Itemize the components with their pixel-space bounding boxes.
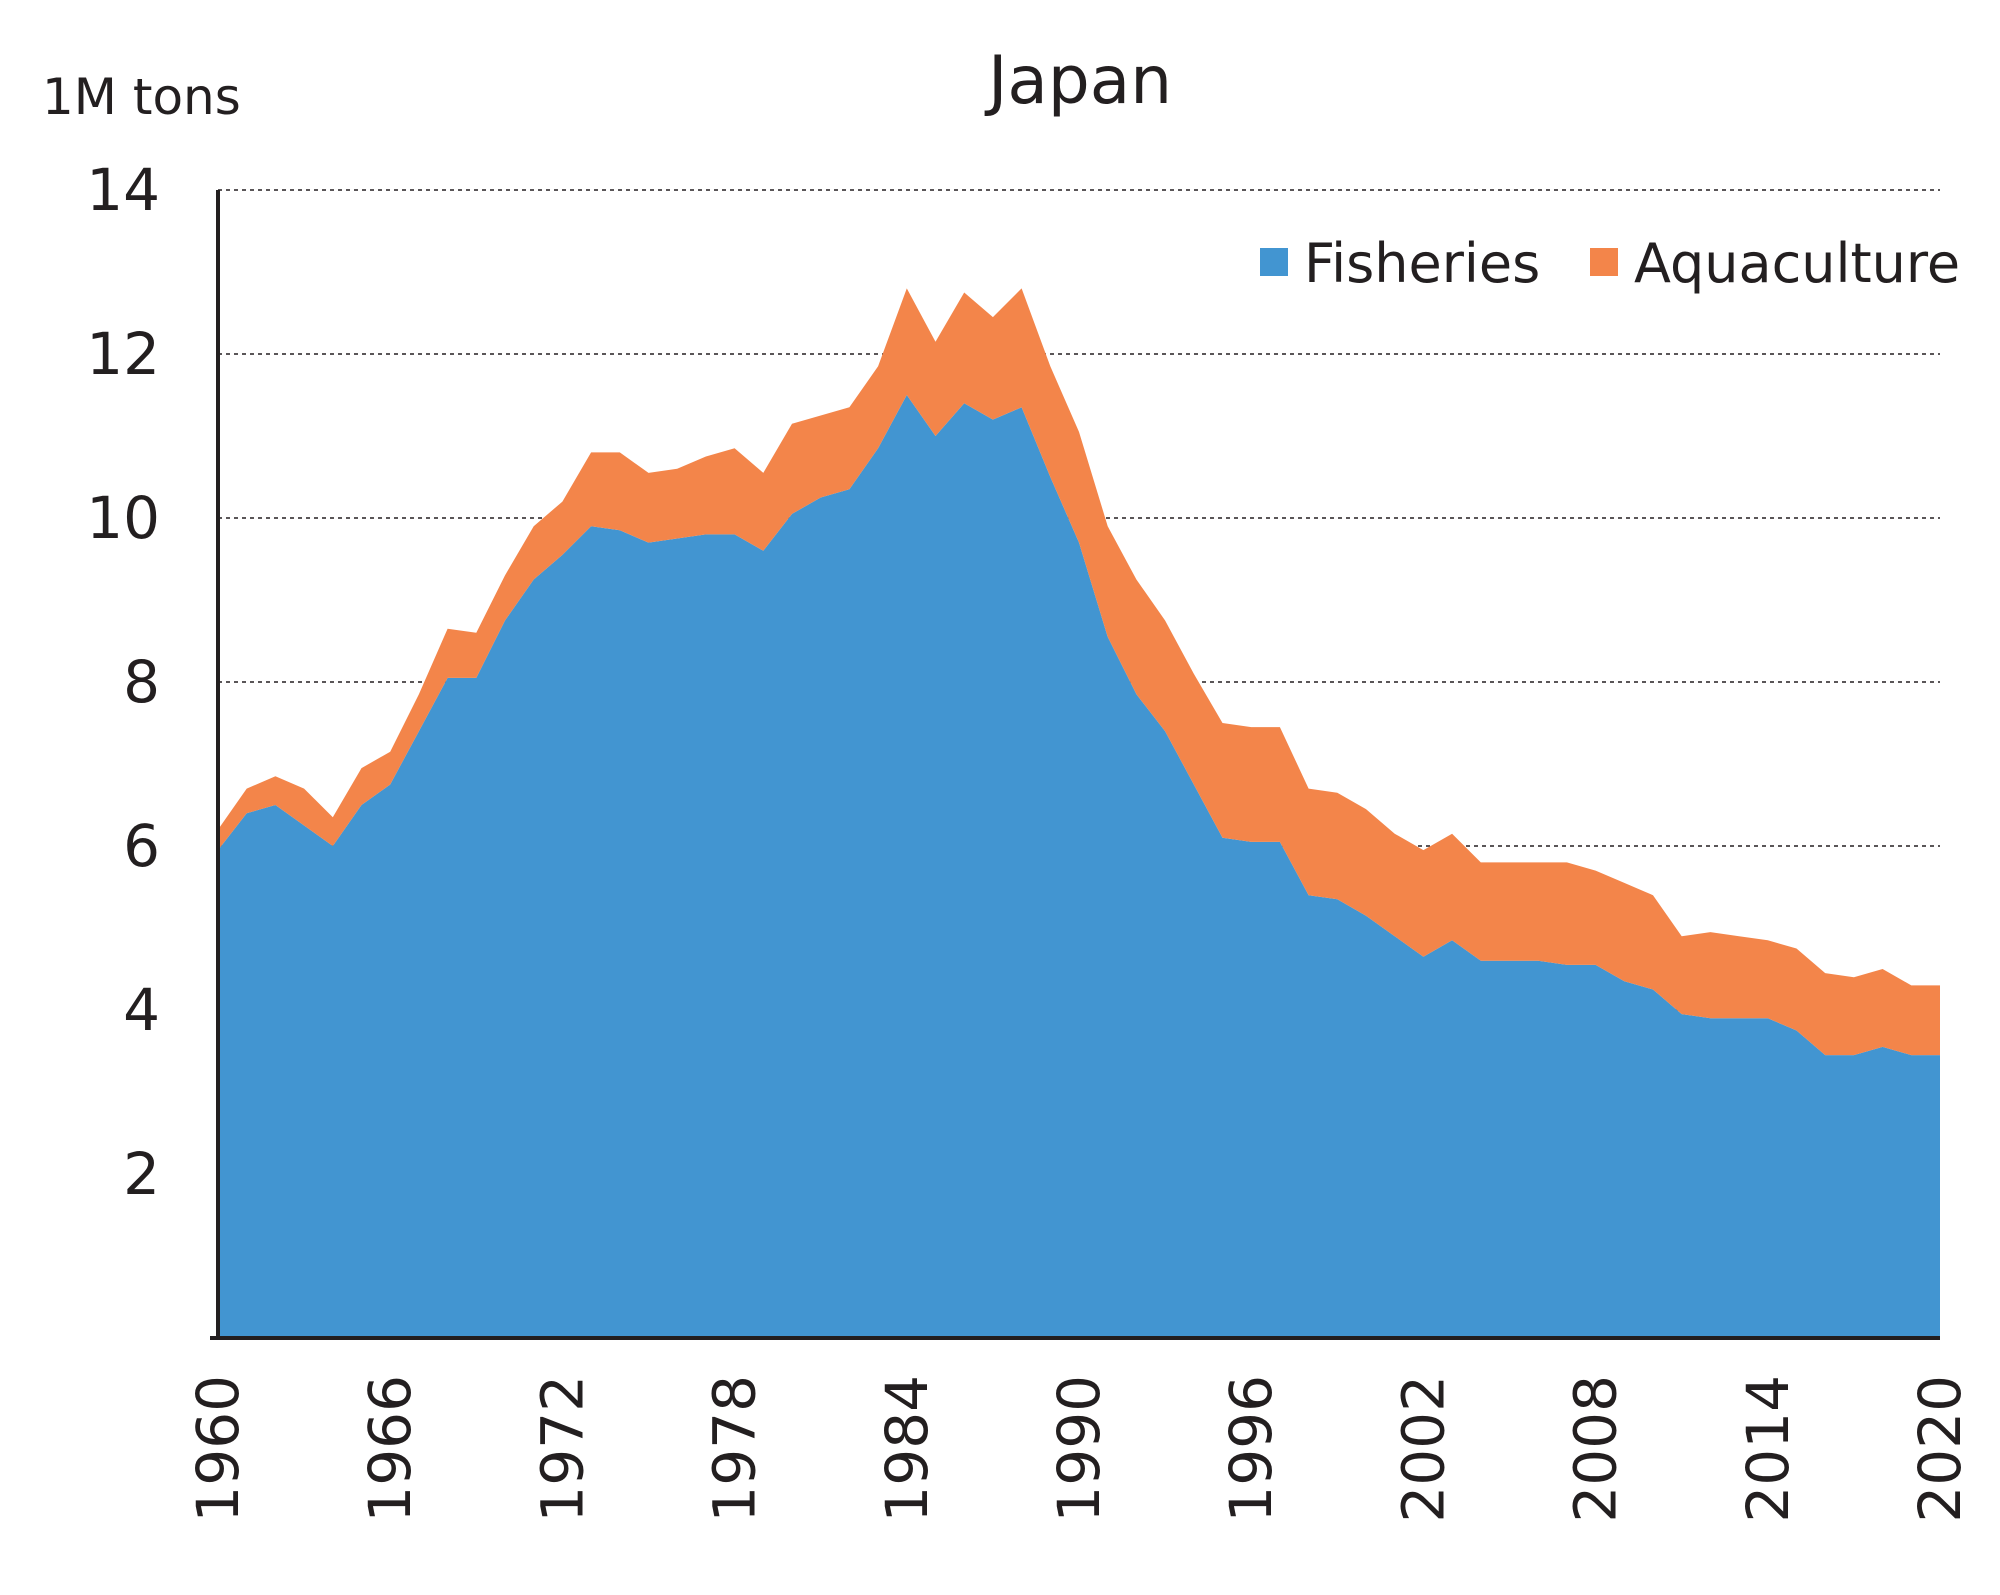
legend: Fisheries Aquaculture [1260,232,1960,295]
x-tick-label-1960: 1960 [184,1375,252,1523]
y-axis-unit-label: 1M tons [42,68,241,126]
y-tick-labels: 2 4 6 8 10 12 14 [86,156,160,1208]
x-tick-label-2014: 2014 [1734,1375,1802,1523]
y-tick-label-12: 12 [86,320,160,388]
area-aquaculture [218,288,1940,1056]
y-tick-label-4: 4 [123,976,160,1044]
legend-label-fisheries: Fisheries [1304,232,1540,295]
y-tick-label-6: 6 [123,812,160,880]
x-tick-label-2002: 2002 [1389,1375,1457,1523]
legend-swatch-fisheries [1260,248,1288,276]
x-tick-label-2008: 2008 [1562,1375,1630,1523]
area-fisheries [218,395,1940,1338]
x-tick-label-2020: 2020 [1906,1375,1974,1523]
axes [210,190,1940,1340]
plot-areas [218,288,1940,1338]
x-tick-label-1966: 1966 [356,1375,424,1523]
legend-label-aquaculture: Aquaculture [1634,232,1960,295]
x-tick-label-1978: 1978 [701,1375,769,1523]
x-tick-labels: 1960 1966 1972 1978 1984 1990 1996 2002 2008 2014… [184,1375,1974,1523]
chart-title: Japan [984,42,1172,119]
x-tick-label-1972: 1972 [528,1375,596,1523]
x-tick-label-1996: 1996 [1217,1375,1285,1523]
y-tick-label-14: 14 [86,156,160,224]
y-tick-label-8: 8 [123,648,160,716]
legend-swatch-aquaculture [1590,248,1618,276]
y-tick-label-10: 10 [86,484,160,552]
x-tick-label-1990: 1990 [1045,1375,1113,1523]
y-tick-label-2: 2 [123,1140,160,1208]
x-tick-label-1984: 1984 [873,1375,941,1523]
